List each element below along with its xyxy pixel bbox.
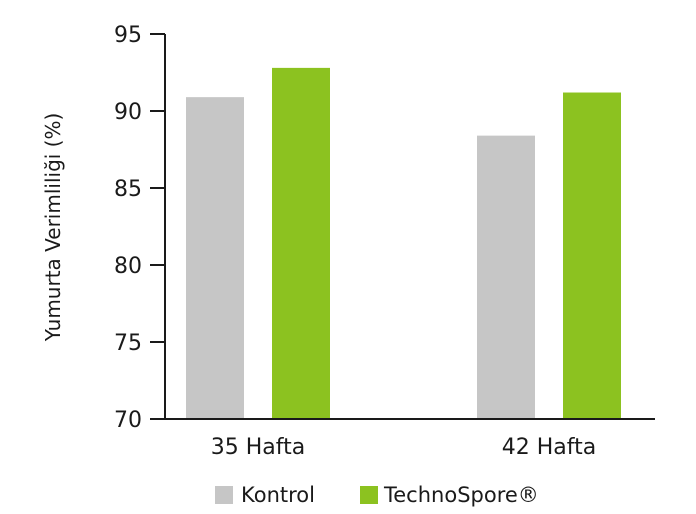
bar-kontrol-1 [186,97,244,419]
bar-technospore-2 [563,92,621,420]
bars [186,67,621,420]
y-tick-label: 80 [114,254,142,279]
legend-label: TechnoSpore® [383,483,539,507]
y-axis-title: Yumurta Verimliliği (%) [41,113,65,343]
y-tick-label: 95 [114,23,142,48]
legend-label: Kontrol [241,483,315,507]
legend: Kontrol TechnoSpore® [215,483,539,507]
legend-swatch [360,486,378,504]
legend-swatch [215,486,233,504]
x-axis-labels: 35 Hafta 42 Hafta [211,435,596,460]
bar-technospore-1 [272,67,330,419]
y-axis-ticks: 70 75 80 85 90 95 [114,23,165,433]
x-category-label: 35 Hafta [211,435,305,460]
x-category-label: 42 Hafta [502,435,596,460]
y-tick-label: 85 [114,177,142,202]
y-tick-label: 75 [114,331,142,356]
y-tick-label: 70 [114,408,142,433]
y-tick-label: 90 [114,100,142,125]
bar-kontrol-2 [477,135,535,419]
